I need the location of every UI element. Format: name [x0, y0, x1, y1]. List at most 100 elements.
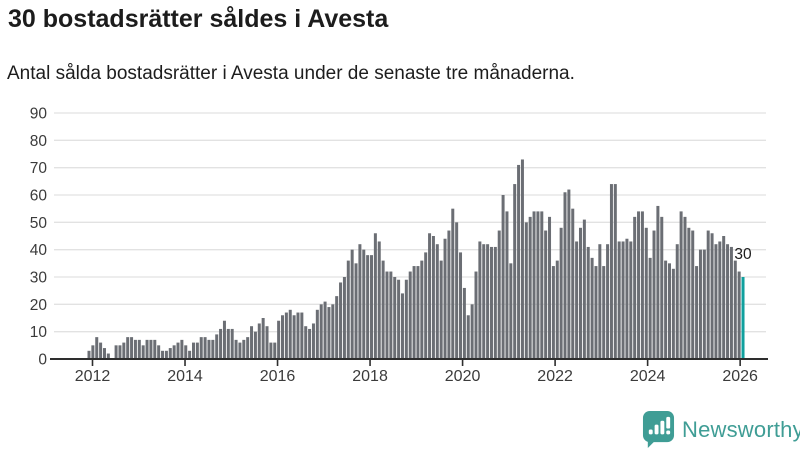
bar — [381, 260, 385, 359]
bar — [621, 241, 625, 359]
bar — [478, 241, 482, 359]
bar — [555, 260, 559, 359]
bar — [656, 205, 660, 359]
bar — [633, 216, 637, 359]
bar — [447, 230, 451, 359]
bar — [486, 244, 490, 359]
bar — [153, 339, 157, 359]
bar — [729, 246, 733, 359]
x-axis-tick-label: 2012 — [75, 368, 111, 385]
bar — [304, 326, 308, 359]
bar — [277, 320, 281, 359]
bar — [397, 279, 401, 359]
bar — [455, 222, 459, 359]
x-axis-tick-label: 2022 — [537, 368, 573, 385]
bar — [698, 249, 702, 359]
bar — [652, 230, 656, 359]
bar — [296, 312, 300, 359]
bar — [660, 216, 664, 359]
bar — [195, 342, 199, 359]
bar — [308, 328, 312, 359]
bar — [222, 320, 226, 359]
bar — [172, 345, 176, 359]
bar — [629, 241, 633, 359]
bar — [609, 184, 613, 359]
bar — [389, 271, 393, 359]
bar — [644, 227, 648, 359]
bar — [540, 211, 544, 359]
bar — [671, 268, 675, 359]
chart-title: 30 bostadsrätter såldes i Avesta — [8, 5, 389, 33]
bar — [613, 184, 617, 359]
bar — [536, 211, 540, 359]
y-axis-tick-label: 50 — [30, 215, 48, 232]
bar — [288, 309, 292, 359]
y-axis-tick-label: 0 — [38, 352, 47, 369]
bar — [331, 304, 335, 359]
bar — [714, 244, 718, 359]
bar — [664, 260, 668, 359]
bar — [261, 318, 265, 359]
bar — [188, 350, 192, 359]
latest-value-annotation: 30 — [734, 246, 752, 263]
bar — [590, 257, 594, 359]
bar — [184, 345, 188, 359]
bar — [242, 339, 246, 359]
bar — [551, 266, 555, 359]
bar — [706, 230, 710, 359]
bar — [439, 260, 443, 359]
bar — [710, 233, 714, 359]
bar — [366, 255, 370, 359]
bar — [130, 337, 134, 359]
bar — [412, 266, 416, 359]
bar — [548, 216, 552, 359]
bar — [315, 309, 319, 359]
bar — [203, 337, 207, 359]
bar — [99, 342, 103, 359]
bar — [571, 208, 575, 359]
bar — [327, 307, 331, 359]
x-axis-tick-label: 2016 — [260, 368, 296, 385]
bar — [370, 255, 374, 359]
bar — [133, 339, 137, 359]
chart-subtitle: Antal sålda bostadsrätter i Avesta under… — [7, 63, 575, 84]
bar — [300, 312, 304, 359]
bar — [257, 323, 261, 359]
bar — [234, 339, 238, 359]
x-axis-tick-label: 2014 — [167, 368, 203, 385]
bar — [215, 334, 219, 359]
bar — [149, 339, 153, 359]
bar — [137, 339, 141, 359]
bar — [501, 195, 505, 359]
bar — [219, 328, 223, 359]
bar — [513, 184, 517, 359]
bar — [226, 328, 230, 359]
bar — [470, 304, 474, 359]
newsworthy-logo[interactable]: Newsworthy — [642, 410, 800, 449]
bar — [292, 315, 296, 359]
bar — [567, 189, 571, 359]
bar — [718, 241, 722, 359]
bar — [346, 260, 350, 359]
bar — [354, 263, 358, 359]
bar — [273, 342, 277, 359]
bar — [668, 263, 671, 359]
bar — [594, 266, 598, 359]
bar — [319, 304, 323, 359]
bar — [281, 315, 284, 359]
bar — [517, 164, 521, 359]
bar — [602, 266, 606, 359]
bar — [528, 216, 532, 359]
x-axis-tick-label: 2020 — [445, 368, 481, 385]
bar — [176, 342, 180, 359]
bar — [702, 249, 706, 359]
bar — [180, 339, 184, 359]
bar — [474, 271, 478, 359]
bar — [431, 236, 435, 359]
bar — [126, 337, 130, 359]
bar — [544, 230, 548, 359]
bar — [238, 342, 242, 359]
y-axis-tick-label: 70 — [30, 160, 48, 177]
bar — [489, 246, 493, 359]
bar — [462, 287, 466, 359]
